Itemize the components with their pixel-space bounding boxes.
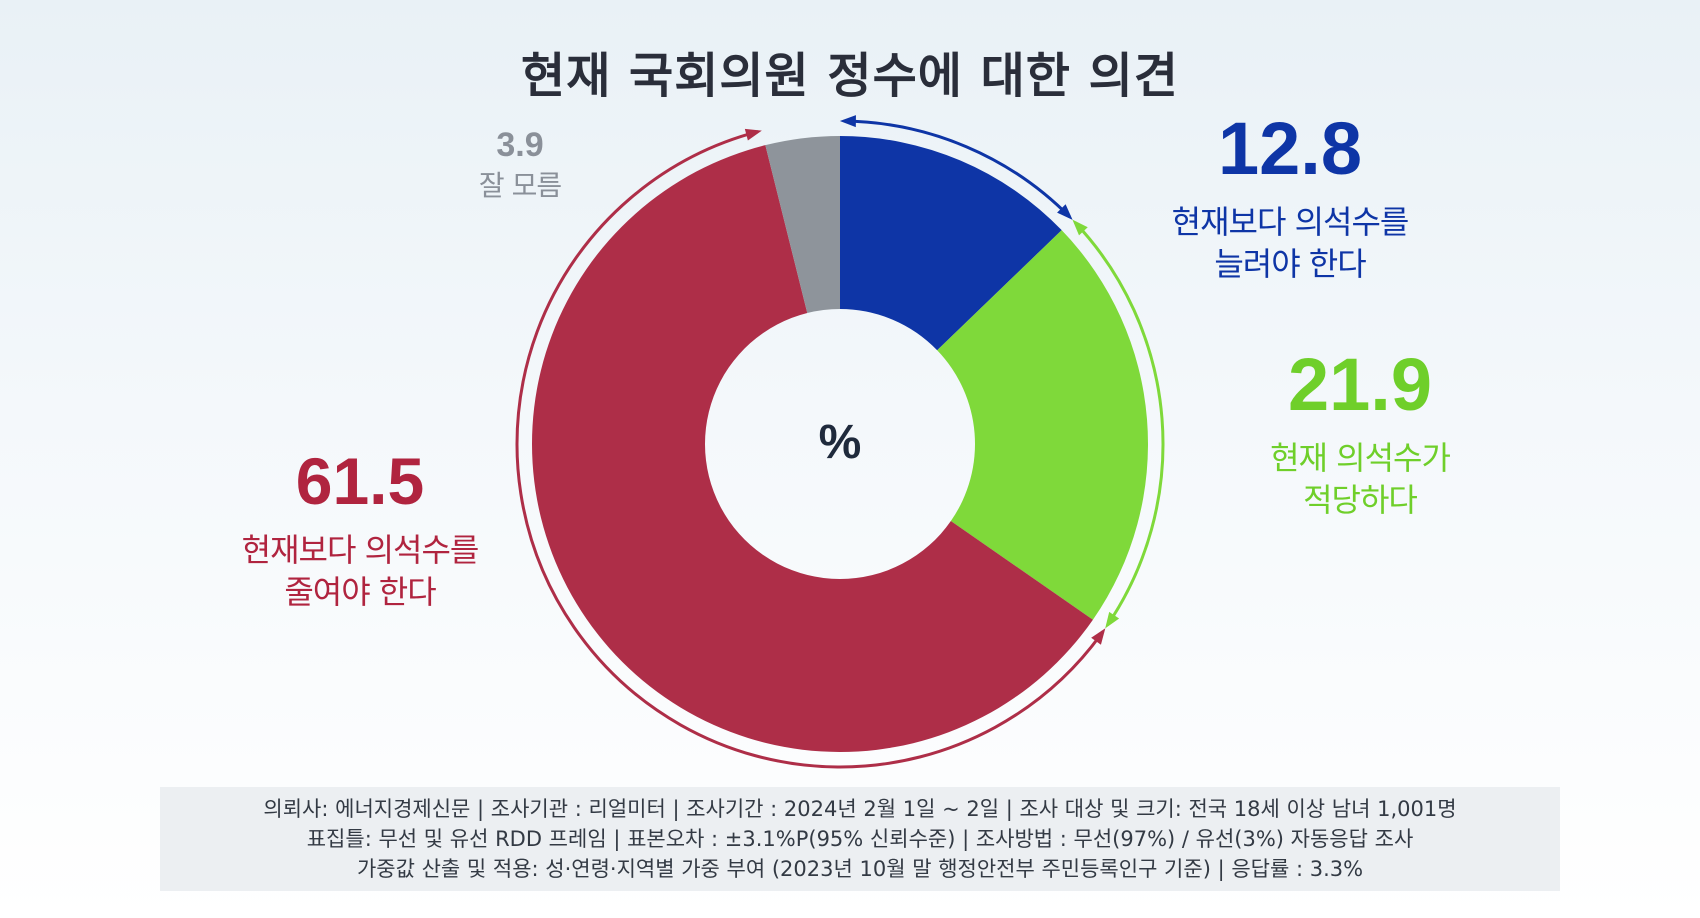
text-adequate-2: 적당하다 [1303,480,1418,519]
arc-adequate [1074,221,1165,626]
text-increase-1: 현재보다 의석수를 [1171,203,1410,241]
arc-increase-arrowhead [1057,204,1073,220]
arc-adequate-arrowhead [1072,219,1088,236]
text-adequate-1: 현재 의석수가 [1270,439,1451,477]
chart-title: 현재 국회의원 정수에 대한 의견 [521,48,1179,104]
label-increase: 12.8 현재보다 의석수를 늘려야 한다 [1130,112,1450,285]
arc-increase-arrowhead [839,115,856,128]
slice-adequate [937,230,1148,620]
text-reduce-2: 줄여야 한다 [284,572,436,611]
value-dont-know: 3.9 [496,126,544,164]
label-dont-know: 3.9 잘 모름 [450,128,590,204]
arc-increase [843,119,1071,219]
label-adequate: 21.9 현재 의석수가 적당하다 [1200,348,1520,521]
arc-reduce [515,130,1105,769]
footer-line-2: 표집틀: 무선 및 유선 RDD 프레임 | 표본오차 : ±3.1%P(95%… [306,827,1414,851]
slice-increase [840,136,1062,351]
label-reduce: 61.5 현재보다 의석수를 줄여야 한다 [210,448,510,613]
arc-reduce-arrowhead [1091,628,1106,645]
text-dont-know: 잘 모름 [478,169,562,202]
slice-reduce [531,145,1093,752]
text-increase-2: 늘려야 한다 [1214,244,1366,283]
center-unit-label: % [819,416,862,469]
value-adequate: 21.9 [1287,343,1433,426]
text-reduce-1: 현재보다 의석수를 [241,531,480,569]
arc-reduce-arrowhead [744,128,762,141]
slice-dont-know [765,136,840,314]
arc-adequate-arrowhead [1105,611,1120,629]
value-increase: 12.8 [1217,107,1363,190]
footer-line-3: 가중값 산출 및 적용: 성·연령·지역별 가중 부여 (2023년 10월 말… [356,857,1364,881]
value-reduce: 61.5 [295,444,425,518]
footer-line-1: 의뢰사: 에너지경제신문 | 조사기관 : 리얼미터 | 조사기간 : 2024… [263,797,1457,821]
survey-info-footer: 의뢰사: 에너지경제신문 | 조사기관 : 리얼미터 | 조사기간 : 2024… [160,787,1560,891]
